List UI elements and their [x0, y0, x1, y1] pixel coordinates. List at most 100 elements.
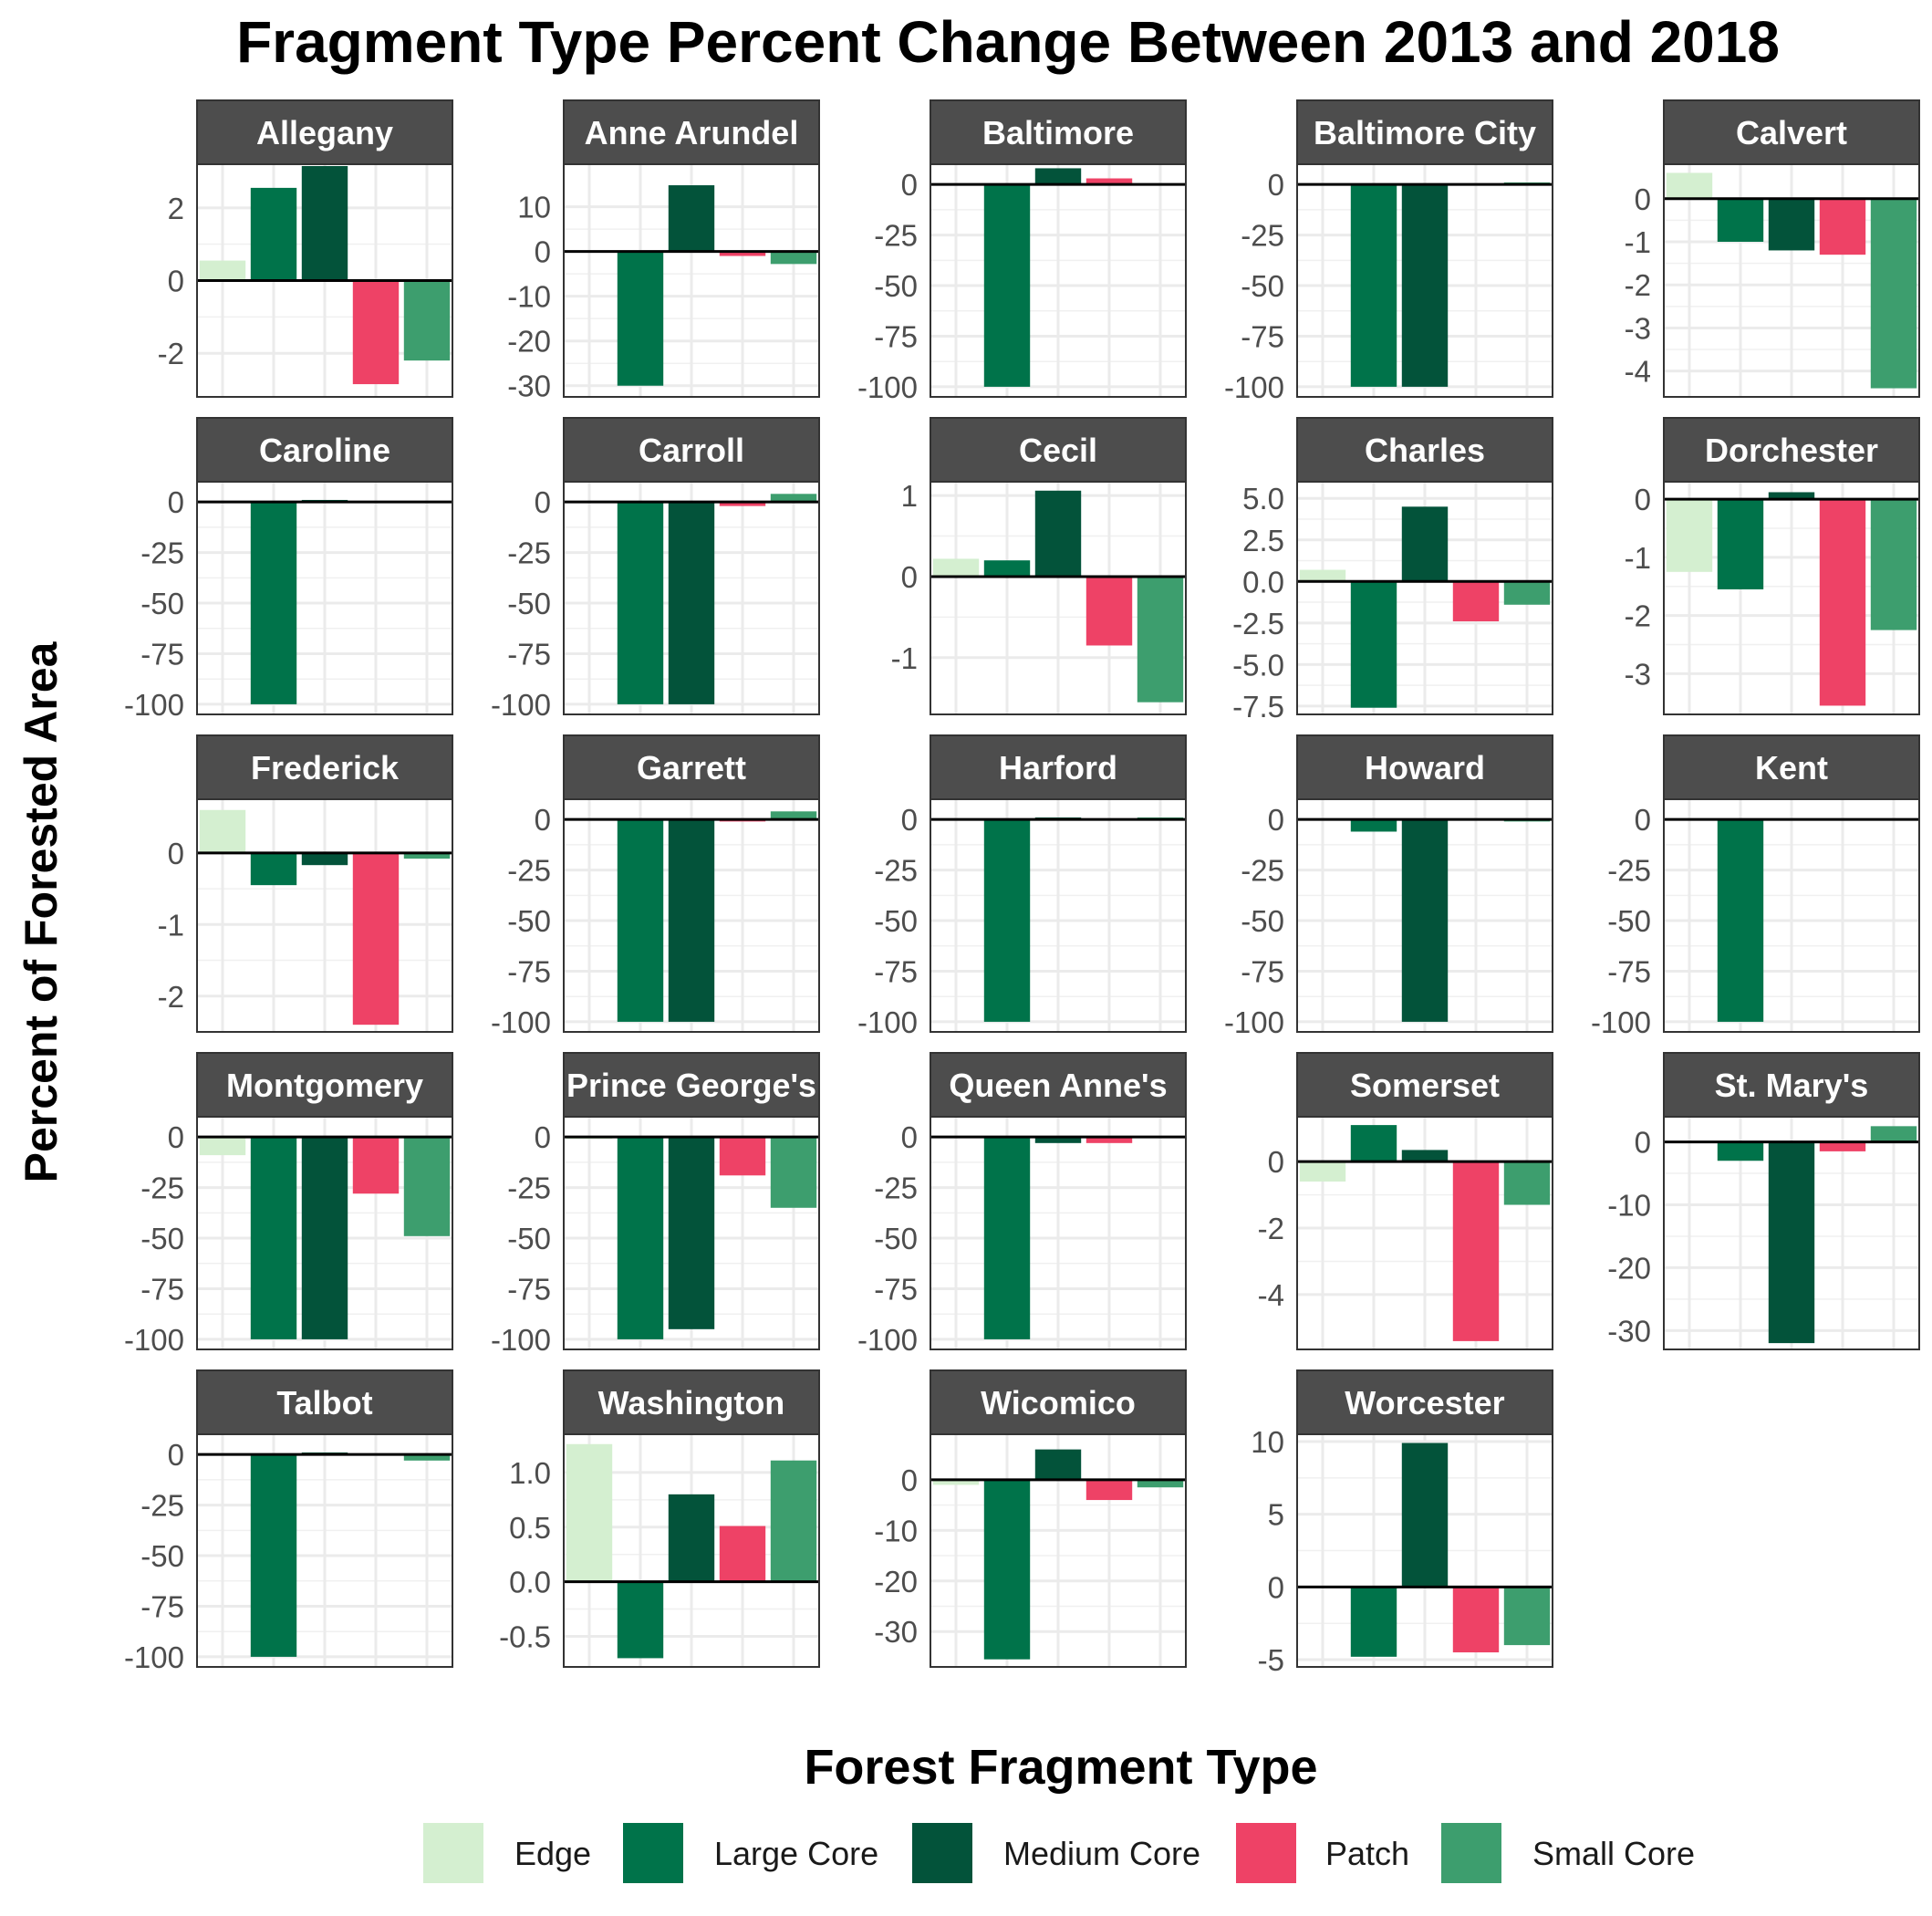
y-tick-label: 0 — [1635, 803, 1651, 837]
y-tick-label: -2 — [158, 337, 184, 370]
bar-dorchester-small-core — [1870, 499, 1917, 630]
y-tick-label: -2 — [1625, 599, 1651, 633]
bar-calvert-medium-core — [1768, 198, 1815, 251]
legend-item-medium-core: Medium Core — [912, 1823, 1200, 1883]
bar-talbot-small-core — [403, 1454, 451, 1461]
bar-prince-george-s-medium-core — [668, 1137, 715, 1329]
legend-swatch — [912, 1823, 972, 1883]
strip-background — [563, 734, 820, 800]
y-tick-label: 1.0 — [509, 1456, 551, 1490]
bar-somerset-small-core — [1503, 1161, 1551, 1205]
y-tick-label: -75 — [140, 637, 184, 671]
bar-cecil-large-core — [983, 560, 1031, 577]
y-tick-label: -20 — [874, 1565, 918, 1598]
bar-worcester-medium-core — [1401, 1442, 1449, 1588]
bar-charles-edge — [1299, 569, 1346, 582]
bar-somerset-patch — [1452, 1161, 1500, 1341]
bar-howard-medium-core — [1401, 819, 1449, 1022]
y-tick-label: -25 — [507, 854, 551, 888]
y-tick-label: -100 — [491, 1005, 551, 1039]
facet-cecil: -1 0 1 Cecil — [891, 417, 1187, 715]
y-tick-label: -1 — [1625, 225, 1651, 259]
bar-calvert-patch — [1819, 198, 1866, 255]
y-tick-label: -25 — [140, 536, 184, 570]
strip-background — [196, 734, 453, 800]
bar-frederick-large-core — [250, 852, 297, 886]
y-tick-label: 0 — [1268, 1570, 1284, 1604]
facet-garrett: -100 -75 -50 -25 0 Garrett — [491, 734, 820, 1039]
legend-swatch — [1236, 1823, 1296, 1883]
y-tick-label: -25 — [140, 1171, 184, 1205]
facet-label: Worcester — [1345, 1384, 1504, 1421]
facet-label: Washington — [598, 1384, 785, 1421]
facet-label: Cecil — [1019, 432, 1097, 469]
bar-baltimore-patch — [1085, 178, 1133, 185]
y-tick-label: -50 — [1241, 269, 1284, 303]
bar-cecil-patch — [1085, 576, 1133, 646]
facet-somerset: -4 -2 0 Somerset — [1258, 1052, 1553, 1350]
strip-background — [1663, 734, 1920, 800]
facet-label: St. Mary's — [1715, 1067, 1869, 1104]
y-tick-label: -100 — [491, 688, 551, 722]
bar-charles-small-core — [1503, 581, 1551, 605]
y-tick-label: -5.0 — [1232, 648, 1284, 682]
strip-background — [196, 99, 453, 165]
bar-dorchester-medium-core — [1768, 492, 1815, 500]
y-tick-label: -100 — [124, 688, 184, 722]
y-tick-label: -10 — [1607, 1188, 1651, 1222]
facet-label: Dorchester — [1705, 432, 1878, 469]
y-tick-label: 0 — [535, 1120, 551, 1154]
facet-st-mary-s: -30 -20 -10 0 St. Mary's — [1607, 1052, 1920, 1350]
facet-label: Howard — [1365, 749, 1485, 786]
strip-background — [1296, 1369, 1553, 1435]
bar-cecil-medium-core — [1034, 490, 1082, 577]
y-tick-label: 0 — [1635, 483, 1651, 516]
y-tick-label: -75 — [1607, 954, 1651, 988]
y-tick-label: 0 — [1268, 803, 1284, 837]
legend-item-large-core: Large Core — [623, 1823, 878, 1883]
facet-label: Baltimore — [982, 114, 1134, 151]
facet-label: Prince George's — [566, 1067, 816, 1104]
y-tick-label: -100 — [124, 1640, 184, 1674]
facet-label: Carroll — [639, 432, 744, 469]
bar-somerset-large-core — [1350, 1125, 1397, 1162]
y-tick-label: -75 — [140, 1272, 184, 1306]
y-tick-label: -2 — [1258, 1212, 1284, 1245]
y-tick-label: -25 — [1241, 854, 1284, 888]
y-tick-label: 0 — [535, 485, 551, 519]
y-tick-label: -50 — [874, 269, 918, 303]
y-tick-label: -20 — [1607, 1251, 1651, 1285]
bar-baltimore-medium-core — [1034, 168, 1082, 185]
facet-queen-anne-s: -100 -75 -50 -25 0 Queen Anne's — [857, 1052, 1187, 1357]
bar-allegany-edge — [199, 260, 246, 281]
y-tick-label: -50 — [874, 904, 918, 938]
facet-baltimore: -100 -75 -50 -25 0 Baltimore — [857, 99, 1187, 404]
strip-background — [1663, 1052, 1920, 1118]
bar-carroll-small-core — [770, 494, 817, 503]
bar-washington-small-core — [770, 1460, 817, 1582]
bar-dorchester-edge — [1666, 499, 1713, 572]
facet-label: Harford — [999, 749, 1117, 786]
y-tick-label: -25 — [507, 536, 551, 570]
y-tick-label: -7.5 — [1232, 690, 1284, 724]
y-tick-label: 10 — [517, 191, 551, 224]
facet-label: Allegany — [256, 114, 393, 151]
y-tick-label: 10 — [1251, 1425, 1284, 1459]
bar-montgomery-small-core — [403, 1137, 451, 1236]
bar-worcester-large-core — [1350, 1587, 1397, 1657]
bar-frederick-edge — [199, 809, 246, 853]
bar-calvert-large-core — [1717, 198, 1764, 242]
bar-caroline-large-core — [250, 502, 297, 704]
y-tick-label: -25 — [874, 854, 918, 888]
bar-washington-edge — [566, 1443, 613, 1582]
bar-allegany-large-core — [250, 187, 297, 281]
y-tick-label: -50 — [140, 1539, 184, 1573]
bar-montgomery-medium-core — [301, 1137, 348, 1339]
facet-baltimore-city: -100 -75 -50 -25 0 Baltimore City — [1224, 99, 1553, 404]
legend-label: Edge — [514, 1835, 591, 1872]
bar-carroll-patch — [719, 502, 766, 506]
legend-item-small-core: Small Core — [1441, 1823, 1695, 1883]
y-tick-label: -50 — [507, 904, 551, 938]
y-tick-label: 0 — [901, 168, 918, 202]
